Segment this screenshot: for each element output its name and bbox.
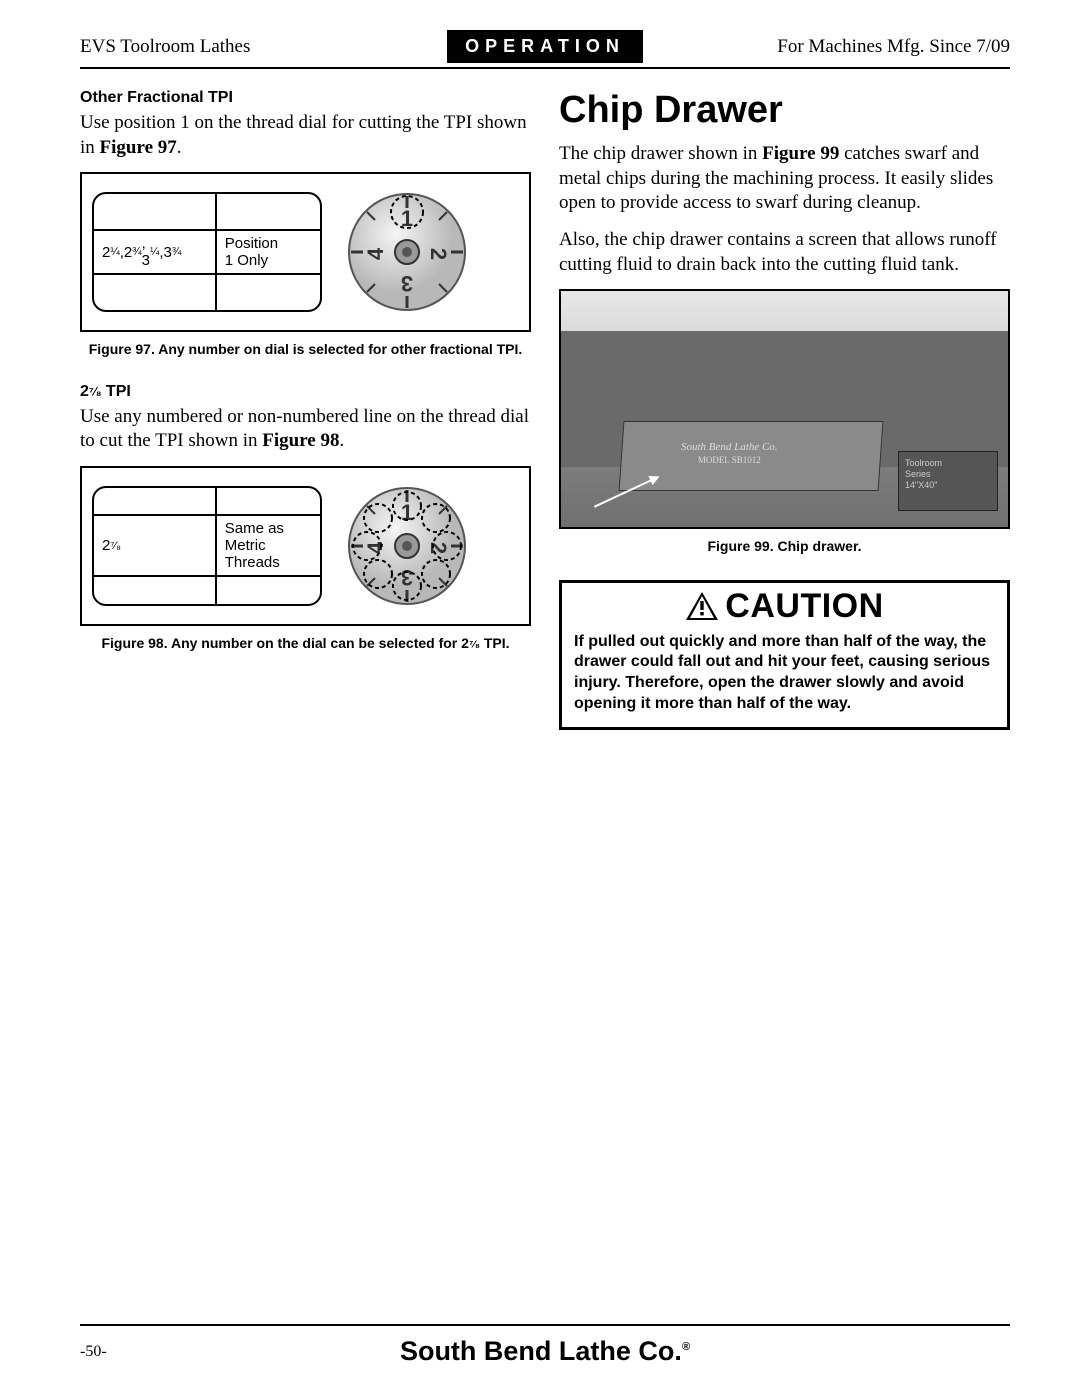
paragraph-fig97: Use position 1 on the thread dial for cu… [80,111,531,160]
right-column: Chip Drawer The chip drawer shown in Fig… [559,89,1010,730]
svg-text:3: 3 [401,271,413,296]
subheading-278-tpi: 2⁷⁄₈ TPI [80,383,531,401]
lathe-side-label: Toolroom Series 14"X40" [899,452,997,496]
content-columns: Other Fractional TPI Use position 1 on t… [80,89,1010,730]
tpi-table-97: 2¼,2¾,3¼,3¾ Position1 Only [92,192,322,312]
thread-dial-98-icon: 1 2 3 4 [332,476,482,616]
tpi-values-97: 2¼,2¾,3¼,3¾ [94,231,217,273]
svg-text:2: 2 [426,248,451,260]
tpi-position-97: Position1 Only [217,231,320,273]
caption-fig99: Figure 99. Chip drawer. [559,537,1010,555]
header-right: For Machines Mfg. Since 7/09 [643,36,1010,58]
page-number: -50- [80,1343,160,1361]
header-left: EVS Toolroom Lathes [80,36,447,58]
figure-99-photo: South Bend Lathe Co. MODEL SB1012 Toolro… [559,289,1010,529]
lathe-brand-label: South Bend Lathe Co. MODEL SB1012 [681,441,778,465]
subheading-other-fractional: Other Fractional TPI [80,89,531,107]
chip-drawer-heading: Chip Drawer [559,89,1010,132]
svg-text:4: 4 [363,541,388,554]
left-column: Other Fractional TPI Use position 1 on t… [80,89,531,730]
caution-box: CAUTION If pulled out quickly and more t… [559,580,1010,730]
manual-page: EVS Toolroom Lathes OPERATION For Machin… [0,0,1080,1397]
figure-97-box: 2¼,2¾,3¼,3¾ Position1 Only [80,172,531,332]
paragraph-fig98: Use any numbered or non-numbered line on… [80,405,531,454]
chip-drawer-para2: Also, the chip drawer contains a screen … [559,228,1010,277]
page-header: EVS Toolroom Lathes OPERATION For Machin… [80,30,1010,69]
tpi-values-98: 2⁷⁄₈ [94,516,217,575]
caution-body: If pulled out quickly and more than half… [562,632,1007,727]
footer-brand: South Bend Lathe Co.® [160,1336,930,1367]
svg-text:3: 3 [401,565,413,590]
figure-98-box: 2⁷⁄₈ Same asMetricThreads [80,466,531,626]
caption-fig97: Figure 97. Any number on dial is selecte… [80,340,531,358]
svg-text:4: 4 [363,248,388,261]
thread-dial-97-icon: 1 2 3 4 [332,182,482,322]
caution-title: CAUTION [725,587,883,626]
tpi-position-98: Same asMetricThreads [217,516,320,575]
tpi-table-98: 2⁷⁄₈ Same asMetricThreads [92,486,322,606]
caption-fig98: Figure 98. Any number on the dial can be… [80,634,531,652]
svg-text:2: 2 [426,542,451,554]
header-section-badge: OPERATION [447,30,643,63]
page-footer: -50- South Bend Lathe Co.® [80,1324,1010,1367]
warning-triangle-icon [685,591,719,621]
svg-text:1: 1 [401,500,413,525]
chip-drawer-para1: The chip drawer shown in Figure 99 catch… [559,142,1010,216]
